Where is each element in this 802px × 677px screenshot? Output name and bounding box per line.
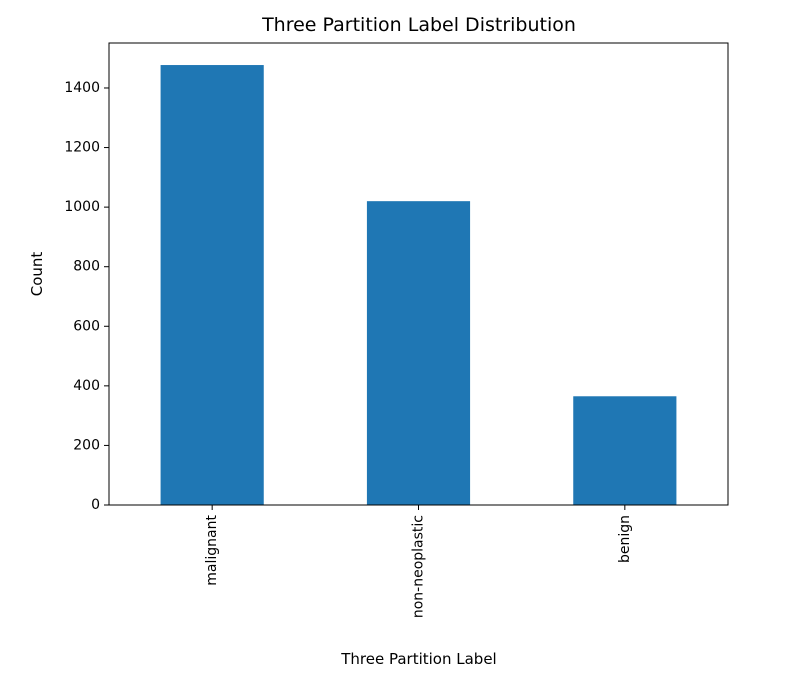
y-tick-label: 1200	[64, 140, 100, 156]
y-axis-ticks: 0 200 400 600 800 1000 1200 1400	[64, 80, 109, 513]
plot-frame	[108, 42, 729, 506]
bar-non-neoplastic	[366, 201, 471, 505]
y-tick-label: 400	[73, 378, 100, 394]
y-tick-label: 200	[73, 437, 100, 453]
x-axis-ticks: malignant non-neoplastic benign	[204, 505, 633, 618]
y-tick-label: 1400	[64, 80, 100, 96]
y-tick-label: 1000	[64, 199, 100, 215]
bar-benign	[573, 396, 677, 505]
bars-group	[160, 65, 677, 506]
x-tick-label: malignant	[204, 514, 220, 585]
chart-title: Three Partition Label Distribution	[261, 14, 576, 36]
x-axis-label: Three Partition Label	[340, 650, 496, 668]
y-tick-label: 600	[73, 318, 100, 334]
bar-malignant	[160, 65, 264, 506]
x-tick-label: non-neoplastic	[411, 515, 427, 618]
y-axis-label: Count	[28, 252, 46, 297]
x-tick-label: benign	[617, 515, 633, 563]
y-tick-label: 0	[91, 497, 100, 513]
y-tick-label: 800	[73, 259, 100, 275]
